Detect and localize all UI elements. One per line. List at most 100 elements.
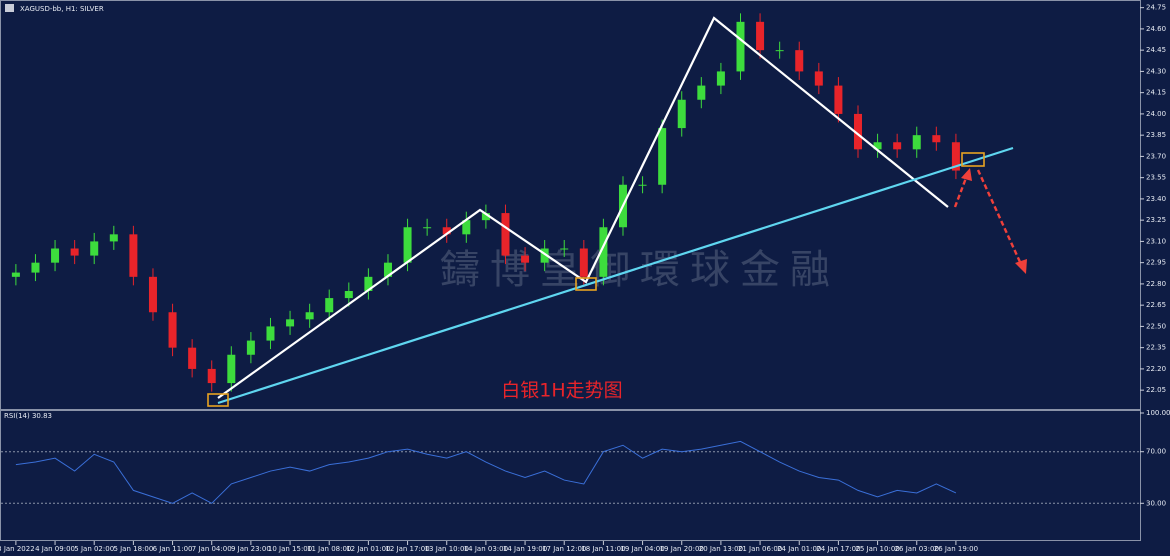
y-tick-label: 22.95 — [1146, 259, 1166, 267]
candle-body — [795, 50, 804, 72]
arrow-head — [1015, 259, 1027, 274]
marker-box — [575, 277, 597, 291]
candle-body — [501, 213, 510, 256]
candle-body — [599, 227, 608, 277]
chart-icon — [5, 4, 14, 12]
candle-body — [658, 128, 667, 185]
forecast-arrow — [953, 177, 968, 208]
candle-body — [853, 113, 862, 150]
candle-body — [912, 135, 921, 150]
candle-body — [423, 227, 432, 229]
candle-body — [344, 291, 353, 299]
x-tick-label: 24 Jan 01:00 — [777, 545, 821, 553]
candle-body — [638, 184, 647, 186]
x-tick-label: 21 Jan 06:00 — [738, 545, 782, 553]
candle-body — [364, 276, 373, 291]
y-tick-label: 23.40 — [1146, 195, 1166, 203]
y-tick-label: 24.75 — [1146, 4, 1166, 12]
candle-body — [109, 234, 118, 242]
y-tick-label: 23.10 — [1146, 237, 1166, 245]
candle-body — [775, 50, 784, 52]
y-tick-label: 24.45 — [1146, 46, 1166, 54]
candle-body — [736, 21, 745, 72]
x-tick-label: 12 Jan 01:00 — [346, 545, 390, 553]
x-tick-label: 17 Jan 12:00 — [542, 545, 586, 553]
y-tick-label: 23.25 — [1146, 216, 1166, 224]
y-tick-label: 24.00 — [1146, 110, 1166, 118]
candle-body — [227, 354, 236, 384]
candle-body — [462, 220, 471, 235]
arrow-head — [961, 168, 972, 181]
x-tick-label: 11 Jan 08:00 — [307, 545, 351, 553]
y-tick-label: 70.00 — [1146, 448, 1166, 456]
candle-body — [951, 142, 960, 171]
candle-body — [403, 227, 412, 263]
zigzag-trend — [217, 16, 949, 399]
candle-body — [188, 347, 197, 369]
y-tick-label: 24.15 — [1146, 89, 1166, 97]
candle-body — [11, 272, 20, 277]
y-tick-label: 22.50 — [1146, 322, 1166, 330]
y-tick-label: 24.60 — [1146, 25, 1166, 33]
marker-box — [961, 152, 985, 167]
x-tick-label: 20 Jan 13:00 — [699, 545, 743, 553]
candle-body — [481, 213, 490, 221]
y-tick-label: 100.00 — [1146, 409, 1170, 417]
x-tick-label: 10 Jan 15:00 — [268, 545, 312, 553]
x-tick-label: 14 Jan 03:00 — [464, 545, 508, 553]
candle-body — [579, 248, 588, 277]
y-tick-label: 22.80 — [1146, 280, 1166, 288]
x-tick-label: 5 Jan 02:00 — [74, 545, 114, 553]
y-tick-label: 22.65 — [1146, 301, 1166, 309]
y-tick-label: 24.30 — [1146, 67, 1166, 75]
x-tick-label: 18 Jan 11:00 — [581, 545, 625, 553]
y-tick-label: 22.05 — [1146, 386, 1166, 394]
candle-body — [70, 248, 79, 256]
candle-body — [932, 135, 941, 143]
annotation: 白银1H走势图 — [501, 380, 622, 402]
y-tick-label: 22.35 — [1146, 344, 1166, 352]
price-panel-border — [0, 0, 1141, 410]
forecast-arrow — [976, 169, 1022, 263]
candle-body — [521, 255, 530, 263]
x-tick-label: 26 Jan 19:00 — [934, 545, 978, 553]
candle-body — [325, 298, 334, 313]
x-tick-label: 12 Jan 17:00 — [385, 545, 429, 553]
candle-body — [814, 71, 823, 86]
support-line — [217, 146, 1014, 405]
chart-title: XAGUSD-bb, H1: SILVER — [20, 5, 104, 13]
x-tick-label: 4 Jan 09:00 — [35, 545, 75, 553]
candle-body — [168, 312, 177, 348]
rsi-title: RSI(14) 30.83 — [4, 412, 52, 420]
candle-body — [383, 262, 392, 277]
y-tick-label: 23.70 — [1146, 152, 1166, 160]
candle-body — [716, 71, 725, 86]
candle-body — [207, 368, 216, 384]
watermark: 鑄博皇御環球金融 — [440, 247, 840, 293]
candle-body — [51, 248, 60, 263]
candle-body — [31, 262, 40, 273]
candle-body — [756, 21, 765, 51]
x-tick-label: 24 Jan 17:00 — [816, 545, 860, 553]
x-tick-label: 13 Jan 10:00 — [425, 545, 469, 553]
candle-body — [893, 142, 902, 150]
candle-body — [148, 276, 157, 313]
y-tick-label: 22.20 — [1146, 365, 1166, 373]
x-tick-label: 19 Jan 20:00 — [660, 545, 704, 553]
x-tick-label: 14 Jan 19:00 — [503, 545, 547, 553]
x-tick-label: 7 Jan 04:00 — [192, 545, 232, 553]
marker-box — [207, 393, 229, 407]
candle-body — [305, 312, 314, 320]
candle-body — [677, 99, 686, 129]
candle-body — [246, 340, 255, 355]
candle-body — [560, 248, 569, 250]
x-tick-label: 26 Jan 03:00 — [895, 545, 939, 553]
x-tick-label: 3 Jan 2022 — [0, 545, 35, 553]
candle-body — [697, 85, 706, 100]
candle-body — [286, 319, 295, 327]
y-tick-label: 23.55 — [1146, 174, 1166, 182]
x-tick-label: 6 Jan 11:00 — [153, 545, 193, 553]
candle-body — [90, 241, 99, 256]
x-tick-label: 19 Jan 04:00 — [620, 545, 664, 553]
